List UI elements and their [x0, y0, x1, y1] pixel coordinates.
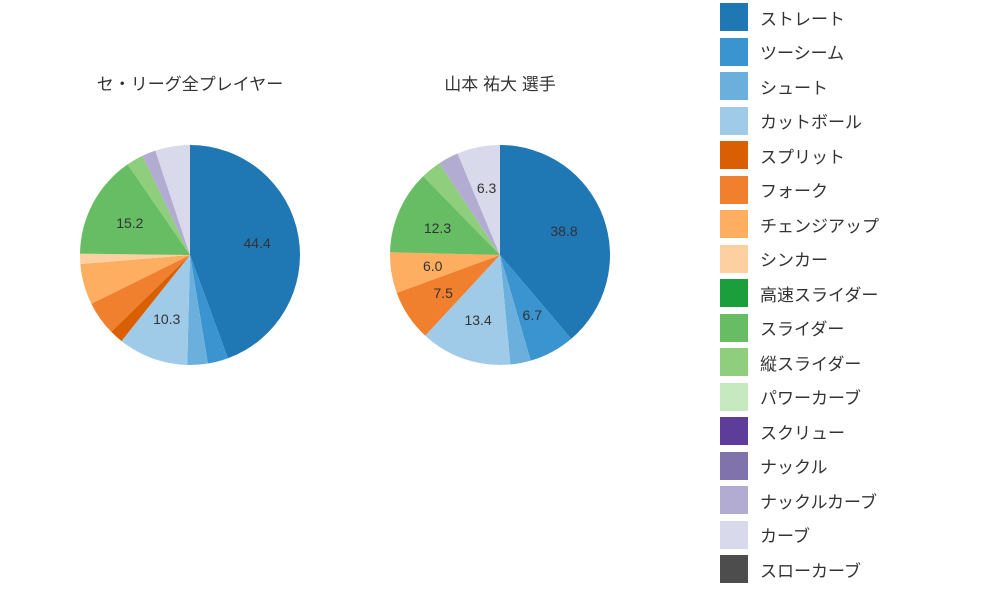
legend-label: ストレート [760, 5, 845, 30]
legend-swatch [720, 521, 748, 549]
legend-item: カーブ [720, 518, 980, 553]
legend-item: ストレート [720, 0, 980, 35]
legend-swatch [720, 176, 748, 204]
legend-swatch [720, 486, 748, 514]
legend-item: チェンジアップ [720, 207, 980, 242]
legend-label: スプリット [760, 143, 845, 168]
legend-label: ツーシーム [760, 39, 844, 64]
legend-swatch [720, 141, 748, 169]
legend-swatch [720, 245, 748, 273]
legend-item: フォーク [720, 173, 980, 208]
legend-item: シンカー [720, 242, 980, 277]
legend-label: カーブ [760, 522, 810, 547]
legend-item: 高速スライダー [720, 276, 980, 311]
legend-swatch [720, 3, 748, 31]
legend-label: パワーカーブ [760, 384, 861, 409]
legend-item: ツーシーム [720, 35, 980, 70]
legend-label: ナックルカーブ [760, 488, 877, 513]
legend-item: 縦スライダー [720, 345, 980, 380]
legend-swatch [720, 107, 748, 135]
legend-swatch [720, 72, 748, 100]
chart-title: セ・リーグ全プレイヤー [60, 70, 320, 95]
legend-swatch [720, 452, 748, 480]
legend-item: スローカーブ [720, 552, 980, 587]
legend-item: ナックル [720, 449, 980, 484]
legend-label: シンカー [760, 246, 828, 271]
legend-label: スクリュー [760, 419, 845, 444]
pie-slice-label: 44.4 [244, 235, 271, 251]
legend-swatch [720, 555, 748, 583]
legend-label: カットボール [760, 108, 862, 133]
legend-label: フォーク [760, 177, 828, 202]
legend-label: ナックル [760, 453, 828, 478]
legend-item: スクリュー [720, 414, 980, 449]
pie-slice-label: 6.3 [477, 180, 496, 196]
pie-slice-label: 13.4 [464, 312, 491, 328]
legend-label: 高速スライダー [760, 281, 878, 306]
pie-slice-label: 15.2 [116, 215, 143, 231]
legend-swatch [720, 38, 748, 66]
legend-label: スローカーブ [760, 557, 861, 582]
legend: ストレートツーシームシュートカットボールスプリットフォークチェンジアップシンカー… [720, 0, 980, 587]
legend-item: シュート [720, 69, 980, 104]
legend-label: 縦スライダー [760, 350, 861, 375]
legend-item: スプリット [720, 138, 980, 173]
legend-item: ナックルカーブ [720, 483, 980, 518]
pie-slice-label: 12.3 [424, 220, 451, 236]
legend-item: パワーカーブ [720, 380, 980, 415]
legend-label: スライダー [760, 315, 844, 340]
legend-item: スライダー [720, 311, 980, 346]
pie-slice-label: 6.0 [423, 258, 442, 274]
pie-slice-label: 10.3 [153, 311, 180, 327]
chart-container: セ・リーグ全プレイヤー 山本 祐大 選手 44.4 10.3 15.2 38.8 6.7 1… [0, 0, 1000, 600]
pie-slice-label: 6.7 [523, 307, 542, 323]
pie-slice-label: 7.5 [433, 285, 452, 301]
pie-slice-label: 38.8 [550, 223, 577, 239]
legend-label: チェンジアップ [760, 212, 879, 237]
legend-swatch [720, 383, 748, 411]
legend-swatch [720, 279, 748, 307]
legend-swatch [720, 417, 748, 445]
legend-item: カットボール [720, 104, 980, 139]
legend-swatch [720, 210, 748, 238]
chart-title: 山本 祐大 選手 [370, 70, 630, 95]
legend-swatch [720, 314, 748, 342]
legend-label: シュート [760, 74, 828, 99]
legend-swatch [720, 348, 748, 376]
